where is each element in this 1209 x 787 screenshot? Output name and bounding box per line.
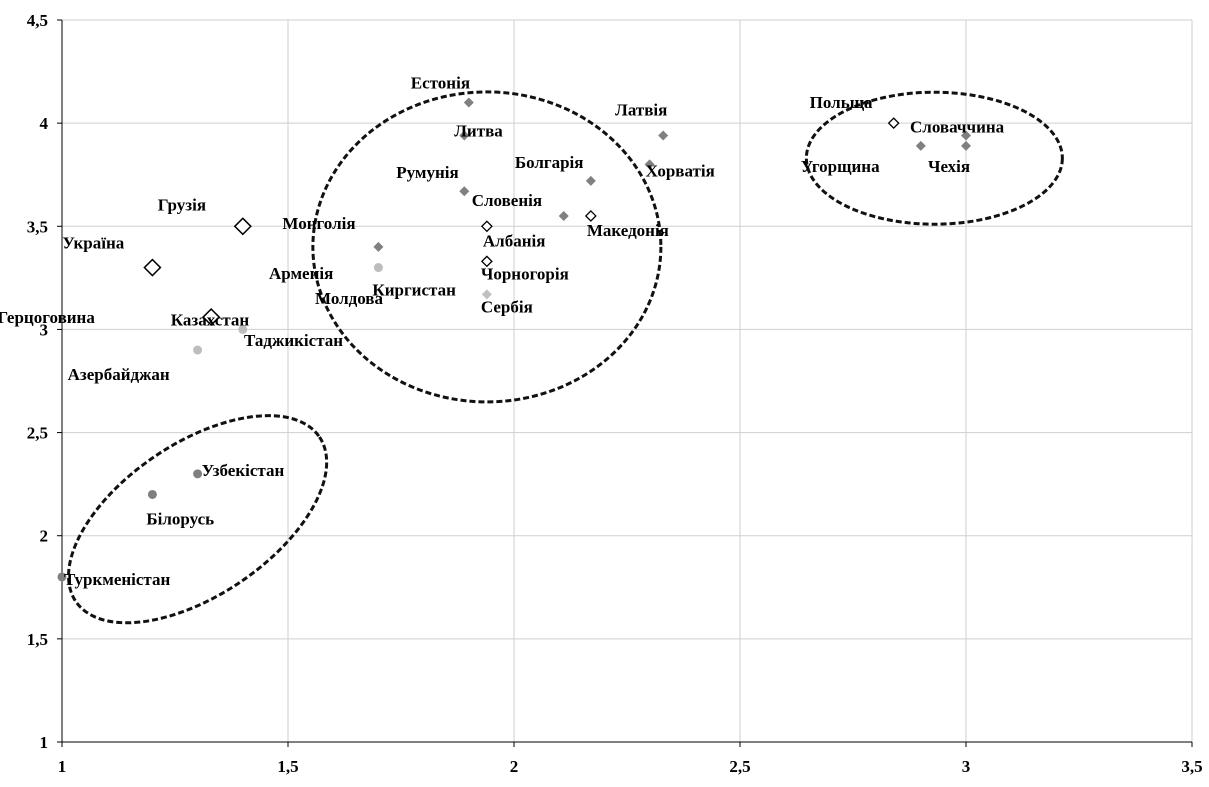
point-Словенія	[558, 210, 569, 221]
point-label: Латвія	[615, 101, 667, 120]
cluster-ellipse	[311, 90, 663, 404]
point-label: Словенія	[472, 191, 542, 210]
point-label: Болгарія	[515, 153, 584, 172]
tick-labels: 1 1,5 2 2,5 3 3,5 1 1,5 2 2,5 3 3,5 4 4,5	[27, 11, 1203, 776]
point-label: Чехія	[928, 157, 970, 176]
point-label: Чорногорія	[481, 264, 569, 283]
x-tick-label: 3	[962, 757, 971, 776]
point-label: Казахстан	[171, 310, 250, 329]
x-tick-label: 1	[58, 757, 67, 776]
grid-lines	[62, 19, 1193, 742]
point-Словаччина	[961, 130, 971, 141]
x-tick-label: 3,5	[1181, 757, 1202, 776]
point-Естонія	[463, 97, 474, 108]
cluster-ellipse	[67, 414, 329, 625]
cluster-ellipse	[804, 90, 1064, 226]
point-Казахстан	[238, 324, 248, 334]
point-Латвія	[658, 130, 669, 141]
point-Македонія	[584, 210, 597, 222]
point-label: Литва	[454, 122, 503, 141]
point-label: Боснія і Герцоговина	[0, 308, 95, 327]
y-tick-label: 1	[40, 733, 49, 752]
point-Україна	[143, 258, 162, 277]
point-Туркменістан	[57, 572, 67, 582]
point-Литва	[459, 130, 470, 141]
point-label: Білорусь	[146, 509, 214, 528]
point-Польща	[887, 117, 900, 130]
point-labels: Естонія Литва Румунія Болгарія Латвія Хорваті…	[0, 74, 1005, 589]
point-label: Туркменістан	[64, 570, 170, 589]
point-Киргистан	[373, 263, 383, 273]
point-label: Таджикістан	[244, 331, 343, 350]
y-tick-label: 2,5	[27, 424, 48, 443]
point-Чехія	[961, 140, 971, 151]
point-label: Хорватія	[646, 161, 715, 180]
point-Білорусь	[147, 489, 157, 499]
axes	[57, 19, 1193, 747]
y-tick-label: 3	[40, 320, 49, 339]
point-Сербія	[481, 289, 492, 300]
y-tick-label: 2	[40, 527, 49, 546]
point-label: Узбекістан	[202, 461, 285, 480]
point-Чорногорія	[480, 255, 493, 268]
point-label: Киргистан	[372, 281, 456, 300]
x-tick-label: 2,5	[729, 757, 750, 776]
point-label: Молдова	[315, 289, 383, 308]
x-tick-label: 1,5	[277, 757, 298, 776]
point-label: Польща	[810, 93, 873, 112]
point-label: Словаччина	[910, 118, 1005, 137]
point-label: Сербія	[481, 297, 533, 316]
x-tick-label: 2	[510, 757, 519, 776]
point-label: Азербайджан	[68, 365, 170, 384]
point-Азербайджан	[193, 345, 203, 355]
point-Угорщина	[915, 140, 926, 151]
point-Узбекістан	[193, 469, 203, 479]
point-Болгарія	[585, 175, 596, 186]
point-Грузія	[233, 217, 252, 236]
point-Албанія	[480, 220, 493, 233]
point-label: Албанія	[483, 231, 546, 250]
point-Хорватія	[644, 159, 655, 170]
point-label: Естонія	[411, 74, 470, 93]
point-label: Грузія	[158, 195, 206, 214]
y-tick-label: 3,5	[27, 217, 48, 236]
y-tick-label: 4	[40, 114, 49, 133]
y-tick-label: 1,5	[27, 630, 48, 649]
point-label: Румунія	[396, 163, 458, 182]
data-points	[57, 97, 971, 582]
y-tick-label: 4,5	[27, 11, 48, 30]
point-label: Угорщина	[801, 157, 880, 176]
point-Монголія	[373, 241, 384, 252]
cluster-ellipses	[67, 90, 1064, 625]
point-label: Арменія	[269, 264, 333, 283]
point-Румунія	[459, 186, 470, 197]
point-Боснія і Герцоговина	[202, 307, 221, 327]
point-label: Монголія	[282, 214, 355, 233]
point-label: Україна	[62, 234, 124, 253]
point-label: Македонія	[587, 221, 669, 240]
